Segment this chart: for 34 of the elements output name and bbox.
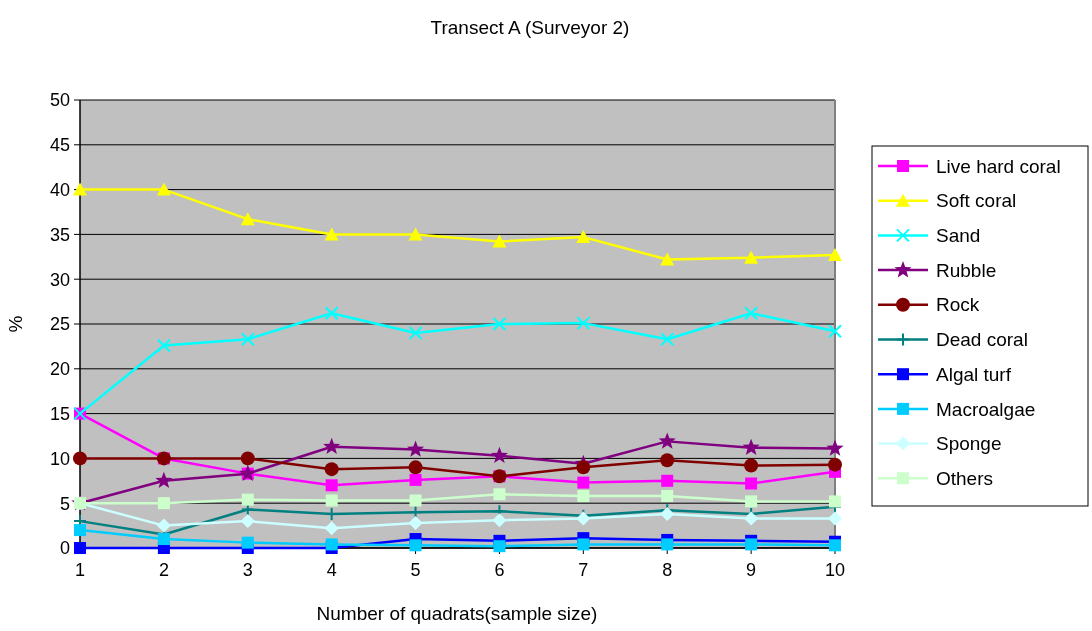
- y-tick-label: 10: [49, 448, 70, 469]
- y-tick-label: 50: [49, 90, 70, 111]
- x-tick-label: 5: [410, 560, 421, 580]
- y-tick-label: 0: [59, 538, 70, 559]
- y-axis-title: %: [5, 315, 26, 333]
- x-tick-label: 3: [242, 560, 253, 580]
- y-tick-label: 40: [49, 179, 70, 200]
- x-axis-title: Number of quadrats(sample size): [316, 603, 598, 624]
- x-tick-label: 1: [74, 560, 86, 580]
- y-tick-label: 30: [49, 269, 70, 290]
- y-tick-label: 5: [59, 493, 70, 514]
- legend-label: Sponge: [936, 433, 1002, 455]
- x-tick-label: 7: [578, 560, 589, 580]
- y-tick-label: 45: [49, 135, 70, 156]
- y-tick-label: 15: [49, 403, 70, 424]
- x-tick-label: 8: [662, 560, 673, 580]
- x-tick-label: 9: [746, 560, 757, 580]
- legend-label: Soft coral: [936, 190, 1017, 212]
- legend-label: Others: [936, 467, 994, 489]
- y-tick-label: 35: [49, 224, 70, 245]
- legend-label: Rock: [936, 294, 980, 316]
- x-tick-label: 2: [158, 560, 169, 580]
- x-tick-label: 10: [824, 560, 846, 580]
- x-tick-label: 4: [326, 560, 337, 580]
- legend-label: Sand: [936, 225, 981, 247]
- legend-label: Live hard coral: [936, 155, 1061, 177]
- x-tick-label: 6: [494, 560, 505, 580]
- legend-label: Macroalgae: [936, 398, 1036, 420]
- y-tick-label: 20: [49, 359, 70, 380]
- legend-label: Rubble: [936, 259, 997, 281]
- y-tick-label: 25: [49, 314, 70, 335]
- legend-label: Dead coral: [936, 329, 1028, 351]
- chart-title: Transect A (Surveyor 2): [430, 17, 630, 38]
- legend-label: Algal turf: [936, 363, 1012, 385]
